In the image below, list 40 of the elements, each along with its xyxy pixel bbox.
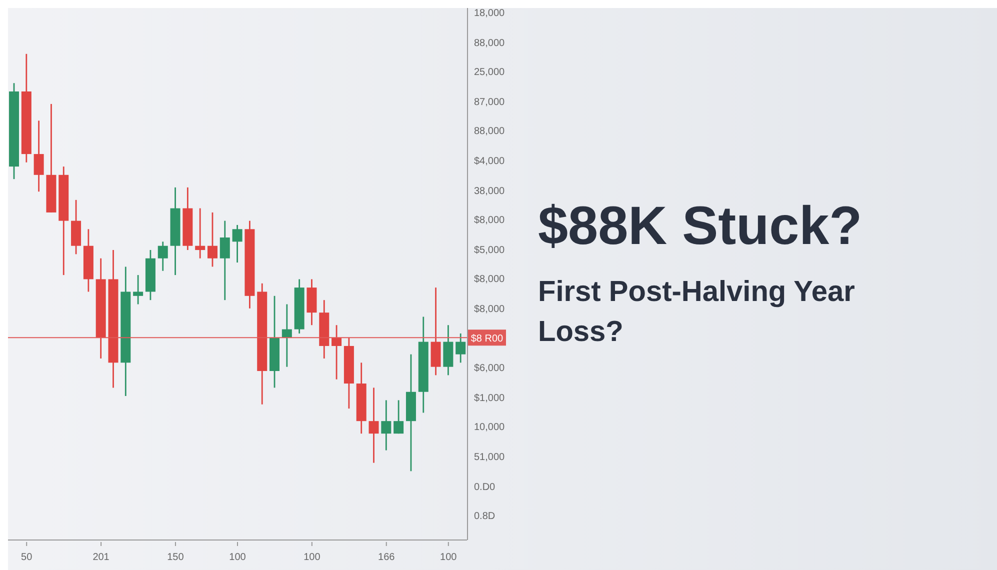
candlestick [195,208,206,260]
candlestick [394,400,404,434]
candlestick [456,332,466,364]
text: $1,000 [474,392,505,404]
candlestick [232,224,242,264]
text: 0.8D [474,511,496,522]
text: 88,000 [474,38,505,49]
text: $4,000 [474,156,505,167]
text: 38,000 [474,186,505,197]
candlestick [207,212,218,268]
text: $88K Stuck? [538,195,864,258]
candlestick [282,304,292,368]
text: 51,000 [474,452,505,463]
ref-line-label: $8 R00 [470,334,504,345]
text: 0.D0 [474,482,496,493]
x-tick-label: 150 [167,552,184,563]
text: $8,000 [474,304,505,315]
text: $8,000 [474,215,505,226]
candlestick [368,387,379,464]
x-tick-label: 100 [440,552,458,563]
candlestick [332,324,342,380]
text: 88,000 [474,126,505,138]
x-tick-label: 100 [229,552,246,563]
text: 18,000 [474,8,505,19]
x-tick-label: 201 [92,552,110,563]
x-tick-label: 50 [21,552,33,563]
candlestick [133,274,144,305]
text: $6,000 [474,363,505,374]
candlestick [158,240,168,272]
x-tick-label: 166 [378,552,396,563]
text: $8,000 [474,274,505,286]
text: First Post-Halving Year Loss? [538,275,856,350]
text: 10,000 [474,422,505,434]
candlestick [381,400,392,451]
text: 87,000 [474,96,505,108]
text: $5,000 [474,244,505,256]
candlestick [220,220,230,301]
text: 25,000 [474,67,505,78]
candlestick [34,120,44,192]
x-tick-label: 100 [304,552,321,563]
